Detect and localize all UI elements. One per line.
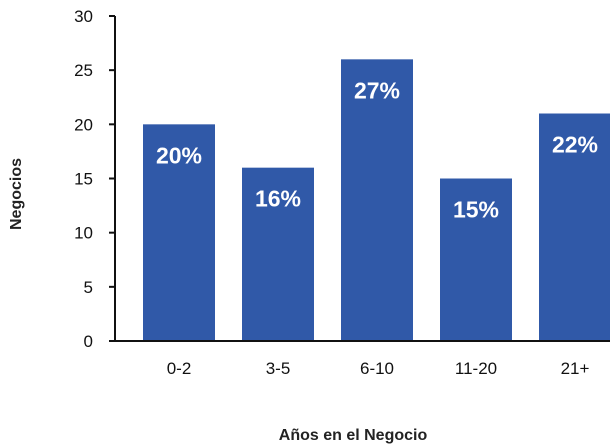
- bar-data-label: 15%: [453, 197, 499, 223]
- y-tick-label: 15: [74, 170, 93, 189]
- y-tick-label: 30: [74, 7, 93, 26]
- x-tick-label: 0-2: [167, 359, 192, 378]
- y-axis-title: Negocios: [8, 158, 25, 230]
- bar-3-5: [242, 167, 314, 341]
- bar-6-10: [341, 59, 413, 341]
- x-tick-label: 21+: [561, 359, 590, 378]
- bars: 20% 16% 27% 15% 22%: [143, 59, 610, 341]
- x-tick-label: 11-20: [455, 359, 497, 378]
- y-tick-label: 5: [84, 278, 93, 297]
- y-tick-label: 20: [74, 115, 93, 134]
- bar-11-20: [440, 178, 512, 341]
- y-axis-ticks: 0 5 10 15 20 25 30: [74, 7, 115, 351]
- x-axis-ticks: 0-2 3-5 6-10 11-20 21+: [167, 359, 590, 378]
- x-tick-label: 6-10: [360, 359, 394, 378]
- y-tick-label: 10: [74, 224, 93, 243]
- x-tick-label: 3-5: [266, 359, 291, 378]
- bar-data-label: 16%: [255, 186, 301, 212]
- bar-21+: [539, 113, 610, 341]
- bar-data-label: 22%: [552, 132, 598, 158]
- x-axis-title: Años en el Negocio: [279, 427, 428, 444]
- y-tick-label: 25: [74, 61, 93, 80]
- y-tick-label: 0: [84, 332, 93, 351]
- bar-0-2: [143, 124, 215, 341]
- bar-data-label: 27%: [354, 77, 400, 103]
- bar-data-label: 20%: [156, 142, 202, 168]
